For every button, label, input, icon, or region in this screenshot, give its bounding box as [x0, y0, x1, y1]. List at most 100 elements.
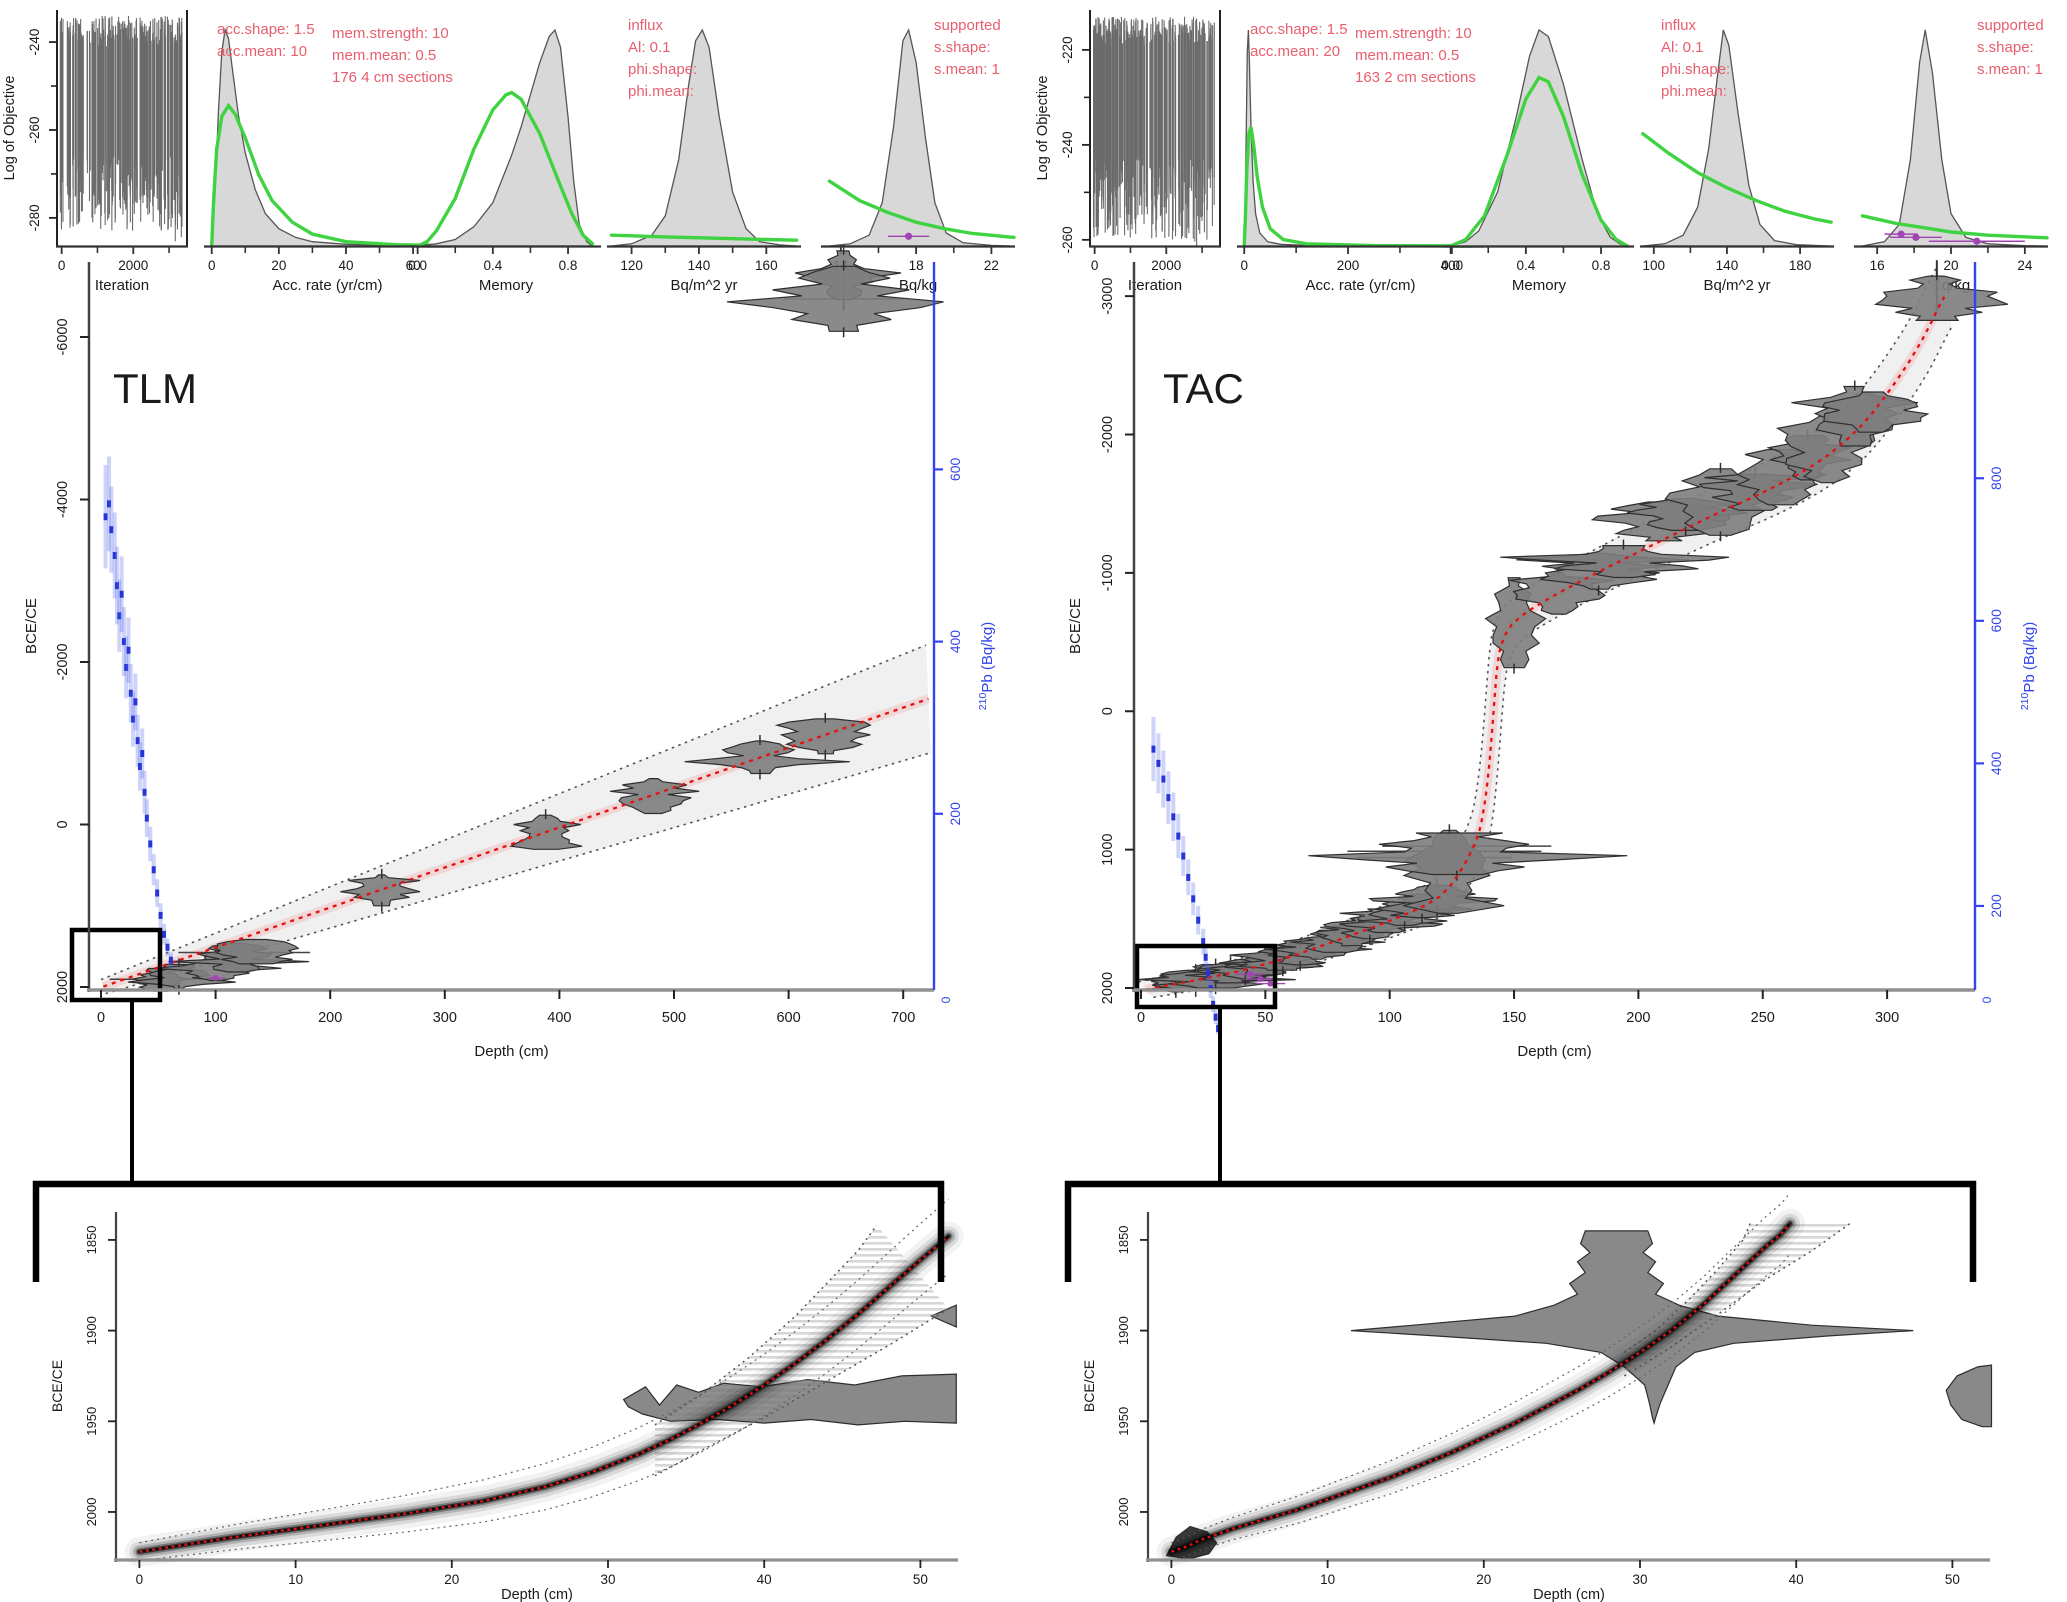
panel-tac-trace: -220 -240 -260 Log of Objective 0 2000 Iterati…	[1035, 10, 1221, 294]
zoom-bracket-left	[32, 1180, 945, 1282]
tac-main-right-tick: 400	[1988, 751, 2004, 775]
pb210-data-point	[1166, 794, 1171, 802]
pb210-data-point	[121, 638, 126, 646]
tac-main-right-zero: 0	[1980, 996, 1994, 1003]
tlm-supported-x-tick: 22	[984, 258, 999, 273]
pb210-data-point	[1181, 852, 1186, 860]
tlm-main-right-zero: 0	[939, 996, 953, 1003]
tlm-influx-x-tick: 160	[755, 258, 778, 273]
tlm-zoom-y-tick: 1900	[84, 1316, 99, 1345]
tlm-trace-y-label: Log of Objective	[2, 76, 18, 181]
zoom-callouts	[32, 1002, 1977, 1282]
tlm-supported-posterior-density	[829, 28, 1011, 247]
tac-supported-data-point	[1973, 237, 1981, 245]
tac-main-y-tick: -2000	[1100, 416, 1116, 453]
tac-zoom-y-label: BCE/CE	[1081, 1360, 1097, 1412]
tlm-zoom-x-tick: 30	[600, 1572, 615, 1587]
pb210-data-point	[1196, 916, 1201, 924]
tlm-mem-x-tick: 0.0	[408, 258, 427, 273]
tac-main-model-median-line	[1145, 296, 1946, 991]
tac-main-x-label: Depth (cm)	[1517, 1043, 1591, 1060]
pb210-data-point	[162, 930, 167, 938]
tlm-influx-x-tick: 140	[688, 258, 711, 273]
tac-trace-y-label: Log of Objective	[1035, 76, 1051, 181]
tlm-main-right-tick: 600	[947, 458, 963, 482]
tlm-supported-x-tick: 18	[909, 258, 924, 273]
tlm-zoom-x-tick: 0	[136, 1572, 144, 1587]
tac-acc-x-tick: 0	[1240, 258, 1248, 273]
tac-zoom-y-tick: 1900	[1116, 1316, 1131, 1345]
pb210-data-point	[128, 689, 133, 697]
pb210-data-point	[1201, 938, 1206, 946]
tac-main-y-label: BCE/CE	[1067, 598, 1084, 654]
pb210-data-point	[155, 889, 160, 897]
pb210-data-point	[119, 590, 124, 598]
tlm-main-x-tick: 100	[203, 1010, 227, 1026]
pb210-data-point	[1191, 895, 1196, 903]
tlm-zoom-y-tick: 1950	[84, 1407, 99, 1436]
tac-zoom-x-tick: 0	[1168, 1572, 1176, 1587]
tac-supported-annotation: s.mean: 1	[1977, 61, 2043, 78]
tlm-supported-prior-curve	[827, 179, 1016, 240]
tac-acc-prior-curve	[1242, 126, 1475, 248]
tac-influx-x-label: Bq/m^2 yr	[1703, 277, 1770, 294]
tac-zoom-violin-shape	[1350, 1230, 1914, 1426]
pb210-data-point	[135, 737, 140, 745]
tac-influx-posterior-density	[1642, 29, 1830, 247]
tac-main-right-tick: 600	[1988, 609, 2004, 633]
tac-trace-x-label: Iteration	[1128, 277, 1182, 294]
tac-influx-prior-curve	[1641, 132, 1833, 224]
tlm-main-zoom-box	[69, 927, 163, 1003]
tac-zoom-ghost-fan	[1624, 1221, 1853, 1376]
tlm-main-y-tick: -4000	[55, 481, 71, 518]
tac-influx-x-tick: 140	[1716, 258, 1739, 273]
tlm-trace-y-tick: -260	[27, 116, 42, 143]
pb210-data-point	[148, 840, 153, 848]
tlm-main-x-tick: 700	[891, 1010, 915, 1026]
tac-supported-posterior-density	[1862, 29, 2044, 247]
pb210-data-point	[1213, 1013, 1218, 1021]
tac-acc-x-tick: 400	[1441, 258, 1464, 273]
tac-mem-prior-curve	[1448, 75, 1630, 248]
tac-influx-x-tick: 180	[1789, 258, 1812, 273]
tac-mem-annotation: 163 2 cm sections	[1355, 69, 1476, 86]
tlm-main-x-label: Depth (cm)	[474, 1043, 548, 1060]
pb210-data-point	[151, 866, 156, 874]
pb210-data-point	[1156, 759, 1161, 767]
tac-influx-annotation: influx	[1661, 17, 1697, 34]
plot-tlm-zoom: 1850 1900 1950 2000 0 10 20 30 40 50 BCE/CE Depth (…	[49, 1198, 964, 1602]
pb210-data-point	[1211, 1000, 1216, 1008]
tac-main-right-tick: 200	[1988, 894, 2004, 918]
tac-main-y-tick: -1000	[1100, 554, 1116, 591]
pb210-data-point	[158, 911, 163, 919]
pb210-data-point	[1151, 745, 1156, 753]
tac-zoom-model-median-line	[1171, 1222, 1791, 1553]
tac-mem-annotation: mem.mean: 0.5	[1355, 47, 1459, 64]
tlm-main-x-tick: 300	[433, 1010, 457, 1026]
tac-main-x-tick: 150	[1502, 1010, 1526, 1026]
tlm-supported-data-point	[904, 232, 913, 240]
pb210-data-point	[165, 943, 170, 951]
tac-main-x-tick: 100	[1378, 1010, 1402, 1026]
age-distribution-violin	[1484, 577, 1547, 669]
tlm-acc-prior-curve	[210, 102, 449, 248]
tac-trace-y-tick: -240	[1060, 131, 1075, 158]
tac-supported-x-tick: 24	[2017, 258, 2033, 273]
age-distribution-violin	[1500, 545, 1730, 579]
tac-main-title: TAC	[1163, 365, 1244, 412]
pb210-data-point	[115, 582, 120, 590]
pb210-data-point	[126, 646, 131, 654]
tac-main-right-tick: 800	[1988, 466, 2004, 490]
tac-mem-annotation: mem.strength: 10	[1355, 25, 1472, 42]
tac-zoom-y-tick: 2000	[1116, 1497, 1131, 1526]
tlm-zoom-x-tick: 20	[444, 1572, 459, 1587]
pb210-data-point	[1206, 969, 1211, 977]
tlm-influx-prior-curve	[609, 233, 799, 242]
tlm-main-x-tick: 500	[662, 1010, 686, 1026]
tac-trace-y-tick: -260	[1060, 226, 1075, 253]
supported-pb-point	[1267, 980, 1274, 987]
tlm-acc-x-tick: 20	[271, 258, 286, 273]
tac-influx-x-tick: 100	[1643, 258, 1666, 273]
